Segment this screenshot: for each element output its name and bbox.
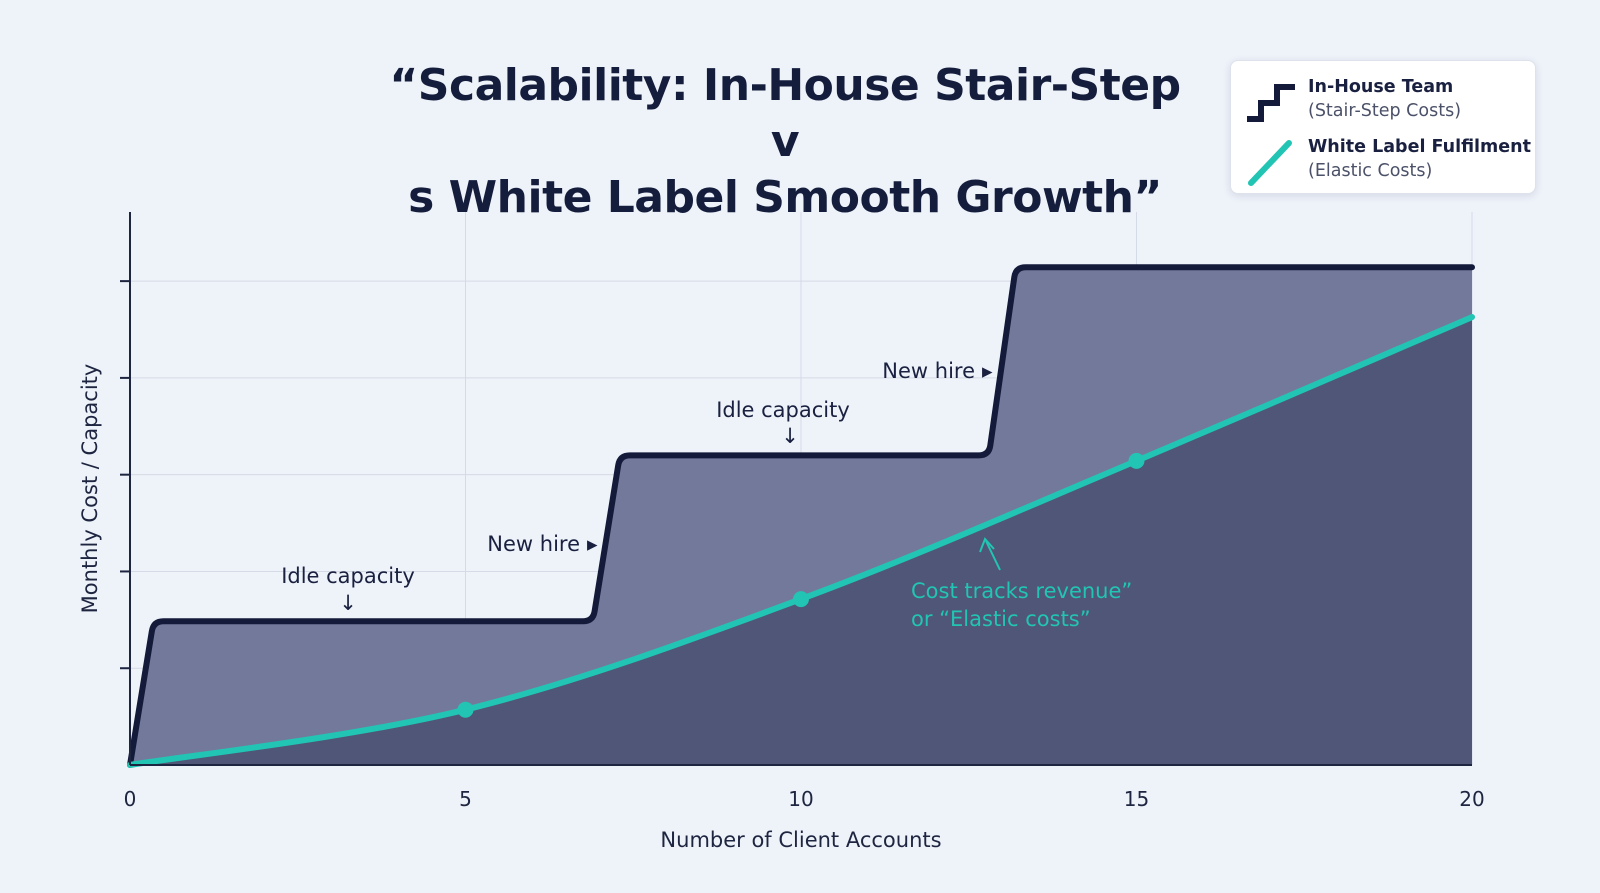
axes: 0 5 10 15 20 Number of Client Accounts Monthly… xyxy=(78,212,1485,852)
legend-sublabel-in-house: (Stair-Step Costs) xyxy=(1308,101,1462,121)
x-axis-label: Number of Client Accounts xyxy=(660,828,941,852)
marker-white-label xyxy=(457,701,474,718)
line-in-house xyxy=(127,264,1475,768)
chart-title: “Scalability: In-House Stair-Step v s Wh… xyxy=(380,58,1190,226)
annotation-new-hire-1-arrow: ▸ xyxy=(587,532,598,556)
x-tick-label: 20 xyxy=(1459,787,1484,811)
x-tick-label: 10 xyxy=(788,787,813,811)
annotations: Idle capacity↓New hire ▸Idle capacity↓New… xyxy=(281,359,1132,631)
legend: In-House Team (Stair-Step Costs) White L… xyxy=(1230,60,1536,194)
annotation-elastic-line-1: Cost tracks revenue” xyxy=(911,579,1132,603)
legend-label-in-house: In-House Team xyxy=(1308,77,1454,97)
legend-item-in-house: In-House Team (Stair-Step Costs) xyxy=(1231,69,1535,129)
legend-sublabel-white-label: (Elastic Costs) xyxy=(1308,161,1433,181)
annotation-elastic-arrow-head xyxy=(979,537,995,553)
annotation-new-hire-2-arrow: ▸ xyxy=(982,359,993,383)
chart-title-line-1: “Scalability: In-House Stair-Step v xyxy=(389,60,1181,167)
x-tick-label: 0 xyxy=(124,787,137,811)
annotation-new-hire-2: New hire xyxy=(882,359,975,383)
area-white-label xyxy=(130,317,1472,765)
series-areas xyxy=(130,267,1472,765)
marker-white-label xyxy=(1128,452,1145,469)
x-tick-label: 5 xyxy=(459,787,472,811)
annotation-elastic-line-2: or “Elastic costs” xyxy=(911,607,1091,631)
annotation-elastic-arrow-line xyxy=(985,540,1001,571)
annotation-idle-capacity-1-arrow: ↓ xyxy=(339,591,357,615)
legend-label-white-label: White Label Fulfilment xyxy=(1308,137,1531,157)
marker-white-label xyxy=(793,591,809,608)
y-axis-label: Monthly Cost / Capacity xyxy=(78,364,102,614)
chart-title-line-2: s White Label Smooth Growth” xyxy=(408,172,1162,223)
legend-item-white-label: White Label Fulfilment (Elastic Costs) xyxy=(1231,129,1535,189)
annotation-idle-capacity-1: Idle capacity xyxy=(281,564,415,588)
annotation-idle-capacity-2-arrow: ↓ xyxy=(781,424,799,448)
diagonal-line-icon xyxy=(1248,140,1292,186)
series-lines xyxy=(127,264,1475,768)
x-tick-label: 15 xyxy=(1124,787,1149,811)
annotation-idle-capacity-2: Idle capacity xyxy=(716,398,850,422)
annotation-new-hire-1: New hire xyxy=(487,532,580,556)
stair-step-icon xyxy=(1247,84,1295,122)
